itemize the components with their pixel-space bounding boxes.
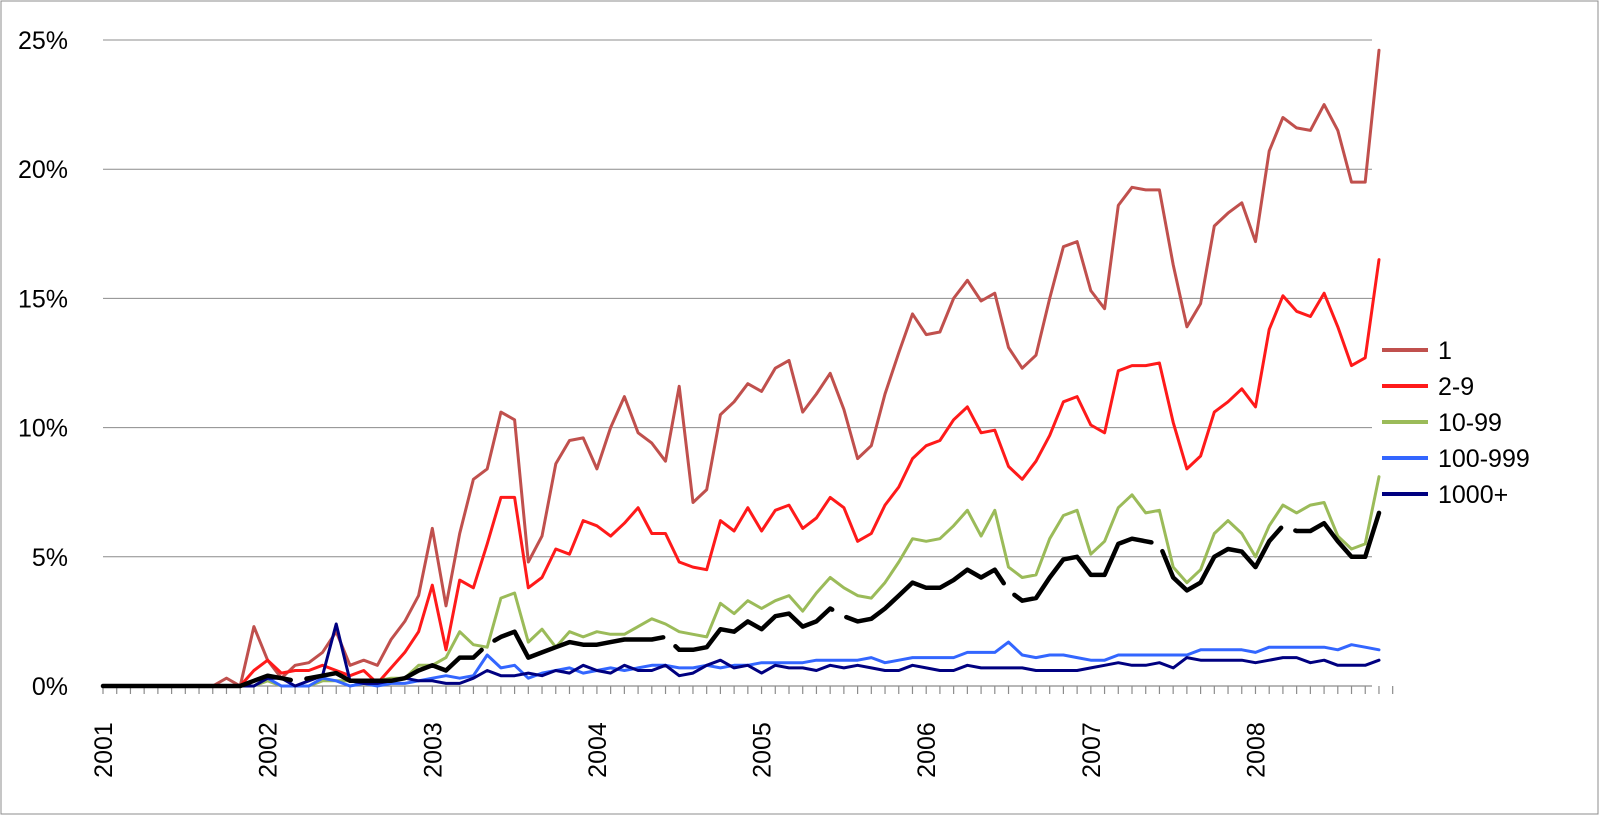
x-tick-label: 2003 — [419, 722, 447, 778]
y-tick-label: 15% — [18, 285, 68, 313]
legend: 1 2-9 10-99 100-999 1000+ — [1382, 337, 1530, 509]
series-lines — [100, 48, 1382, 689]
y-tick-label: 10% — [18, 415, 68, 443]
x-tick-label: 2008 — [1242, 722, 1270, 778]
y-tick-label: 25% — [18, 27, 68, 55]
x-tick-label: 2006 — [913, 722, 941, 778]
legend-label: 100-999 — [1438, 445, 1530, 473]
x-tick-label: 2002 — [255, 722, 283, 778]
legend-label: 1000+ — [1438, 481, 1508, 509]
y-tick-label: 0% — [32, 673, 68, 701]
y-axis-tick-labels: 0% 5% 10% 15% 20% 25% — [18, 27, 68, 701]
x-tick-label: 2001 — [90, 722, 118, 778]
y-tick-label: 5% — [32, 544, 68, 572]
legend-label: 2-9 — [1438, 373, 1474, 401]
x-tick-label: 2004 — [584, 722, 612, 778]
gridlines — [103, 39, 1372, 558]
legend-label: 1 — [1438, 337, 1452, 365]
x-tick-label: 2005 — [749, 722, 777, 778]
series-line-1 — [101, 48, 1381, 688]
series-line-mean — [100, 510, 1382, 689]
y-tick-label: 20% — [18, 156, 68, 184]
x-axis-tick-labels: 2001 2002 2003 2004 2005 2006 2007 2008 — [90, 722, 1270, 778]
series-line-2-9 — [101, 258, 1381, 688]
legend-label: 10-99 — [1438, 409, 1502, 437]
x-axis — [102, 685, 1394, 694]
x-tick-label: 2007 — [1078, 722, 1106, 778]
